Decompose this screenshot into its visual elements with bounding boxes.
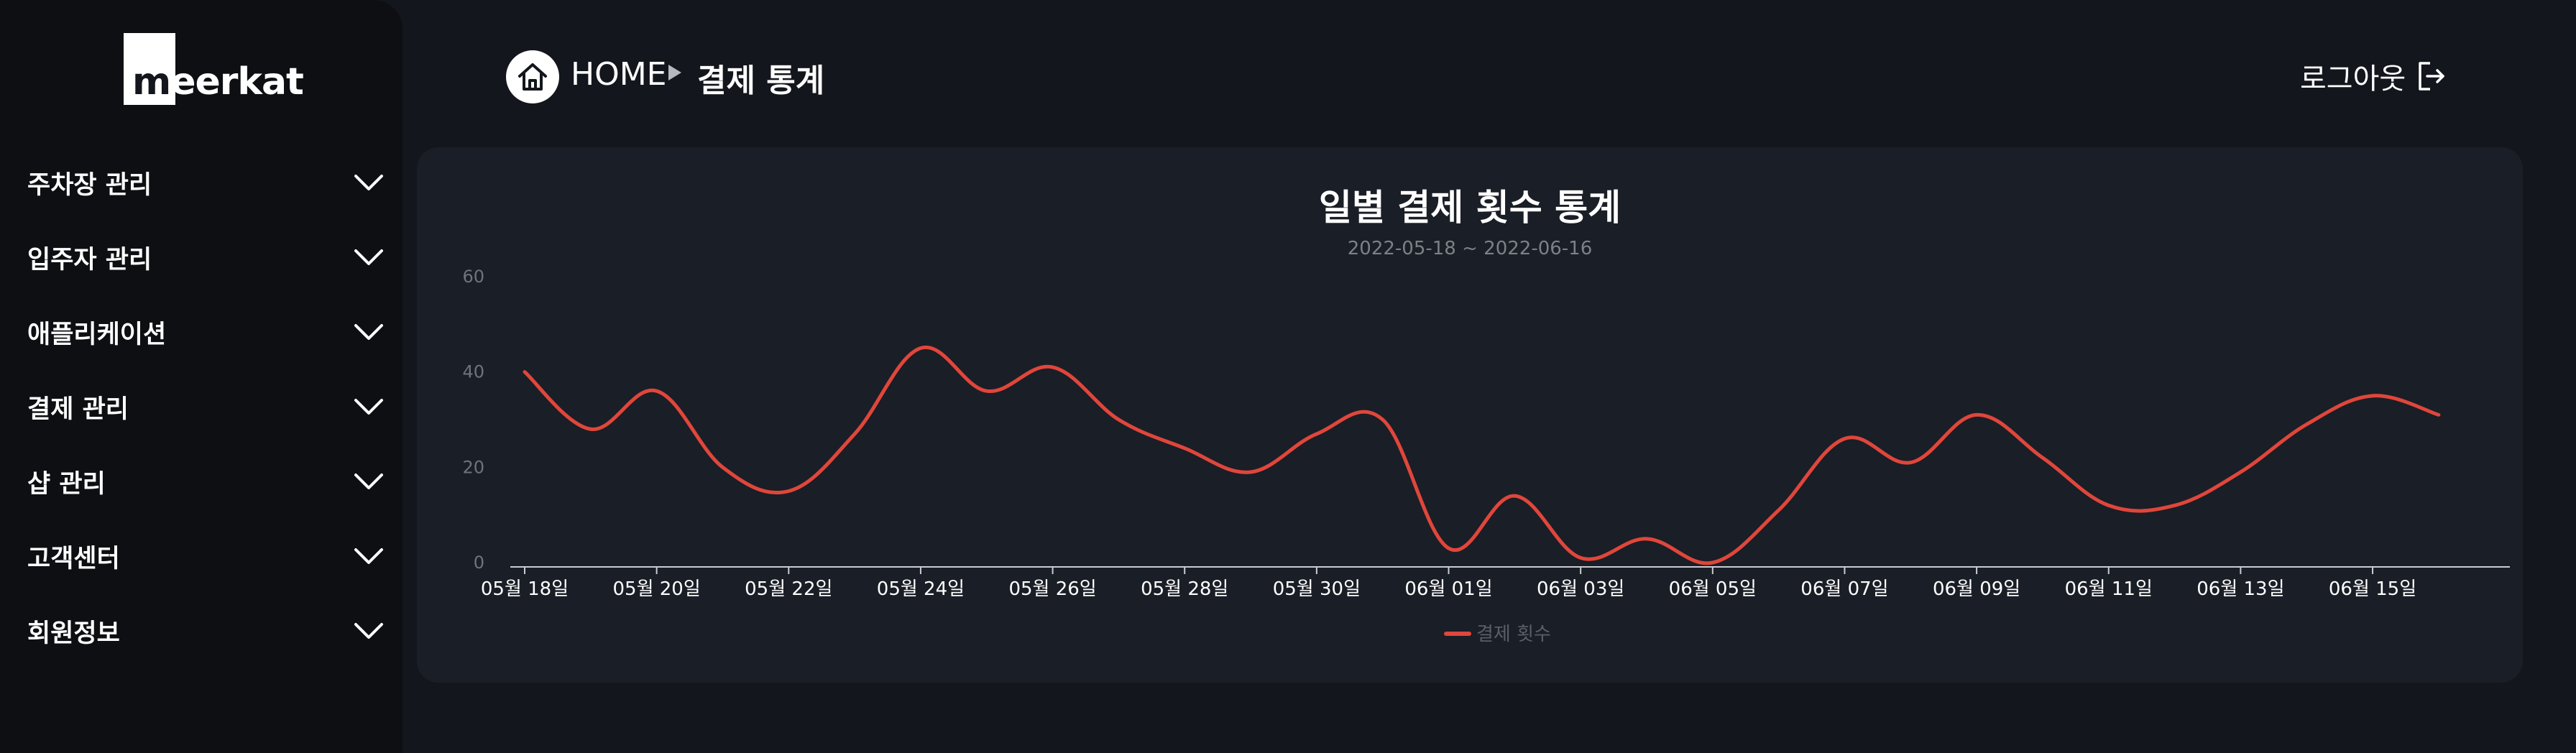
breadcrumb-current: 결제 통계 — [697, 63, 825, 99]
chevron-down-icon — [354, 548, 383, 564]
x-tick-label: 05월 24일 — [877, 578, 965, 600]
sidebar: meerkat 주차장 관리 입주자 관리 애플리케이션 결제 관리 샵 관리 … — [0, 0, 402, 753]
x-tick-label: 06월 15일 — [2329, 578, 2416, 600]
x-tick-label: 05월 28일 — [1141, 578, 1228, 600]
chevron-down-icon — [354, 623, 383, 639]
x-tick-label: 05월 26일 — [1008, 578, 1096, 600]
sidebar-item-member-info[interactable]: 회원정보 — [0, 593, 402, 668]
sidebar-item-support[interactable]: 고객센터 — [0, 519, 402, 593]
logo-text: meerkat — [132, 60, 304, 103]
legend-label: 결제 횟수 — [1476, 624, 1551, 645]
logout-label: 로그아웃 — [2300, 63, 2406, 96]
sidebar-item-label: 고객센터 — [27, 544, 120, 573]
top-header: HOME 결제 통계 로그아웃 — [402, 0, 2576, 147]
sidebar-item-shop[interactable]: 샵 관리 — [0, 444, 402, 519]
logout-icon — [2419, 62, 2444, 91]
x-tick-label: 05월 30일 — [1273, 578, 1361, 600]
logo-rest: eerkat — [170, 60, 304, 103]
x-tick-label: 06월 05일 — [1669, 578, 1757, 600]
home-icon — [518, 63, 547, 91]
chevron-down-icon — [354, 473, 383, 489]
sidebar-item-label: 애플리케이션 — [27, 320, 167, 349]
chart-title: 일별 결제 횟수 통계 — [1318, 187, 1622, 228]
x-tick-label: 05월 22일 — [745, 578, 832, 600]
sidebar-item-label: 주차장 관리 — [27, 170, 152, 200]
chart-card: 일별 결제 횟수 통계 2022-05-18 ~ 2022-06-16 0 20 4… — [417, 147, 2523, 683]
sidebar-nav: 주차장 관리 입주자 관리 애플리케이션 결제 관리 샵 관리 고객센터 회원정… — [0, 145, 402, 668]
logout-button[interactable]: 로그아웃 — [2300, 56, 2447, 96]
sidebar-item-label: 샵 관리 — [27, 469, 106, 499]
sidebar-item-label: 입주자 관리 — [27, 245, 152, 274]
x-tick-label: 06월 09일 — [1933, 578, 2020, 600]
y-tick-label: 0 — [474, 553, 484, 573]
chart-subtitle: 2022-05-18 ~ 2022-06-16 — [1347, 238, 1593, 259]
x-tick-label: 06월 07일 — [1800, 578, 1888, 600]
line-chart: 0 20 40 60 05월 18일 05월 20일 05월 22일 05월 24일 05월 2… — [462, 267, 2510, 645]
chevron-down-icon — [354, 249, 383, 265]
series-line — [523, 345, 2441, 565]
y-tick-label: 40 — [462, 362, 484, 382]
home-icon-button[interactable] — [506, 50, 559, 103]
x-tick-label: 05월 18일 — [481, 578, 569, 600]
sidebar-item-label: 결제 관리 — [27, 394, 129, 424]
sidebar-item-payment[interactable]: 결제 관리 — [0, 369, 402, 444]
breadcrumb-separator-icon — [668, 65, 681, 80]
sidebar-item-label: 회원정보 — [27, 619, 120, 648]
meerkat-logo[interactable]: meerkat — [122, 33, 304, 105]
x-tick-label: 06월 03일 — [1537, 578, 1624, 600]
logo-square — [124, 33, 175, 105]
breadcrumb-home[interactable]: HOME — [571, 56, 667, 93]
chevron-down-icon — [354, 324, 383, 340]
chevron-down-icon — [354, 175, 383, 190]
chevron-down-icon — [354, 399, 383, 415]
logo-prefix: m — [132, 60, 171, 103]
x-tick-label: 05월 20일 — [613, 578, 701, 600]
sidebar-item-residents[interactable]: 입주자 관리 — [0, 220, 402, 295]
x-tick-label: 06월 13일 — [2196, 578, 2284, 600]
sidebar-item-parking[interactable]: 주차장 관리 — [0, 145, 402, 220]
y-tick-label: 20 — [462, 457, 484, 477]
y-tick-label: 60 — [462, 267, 484, 287]
x-tick-label: 06월 01일 — [1404, 578, 1492, 600]
sidebar-item-application[interactable]: 애플리케이션 — [0, 295, 402, 369]
x-tick-label: 06월 11일 — [2065, 578, 2153, 600]
